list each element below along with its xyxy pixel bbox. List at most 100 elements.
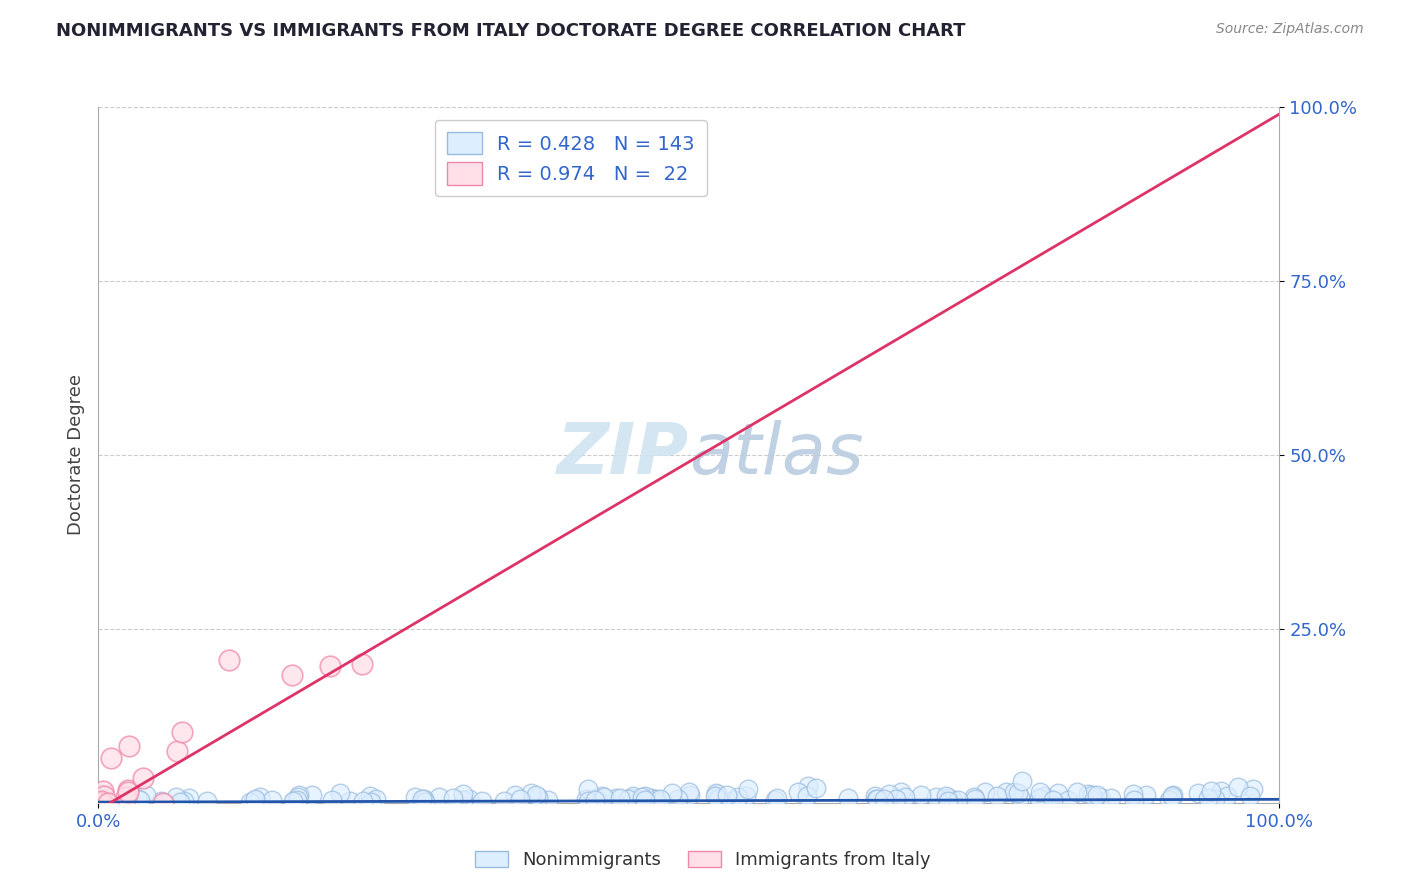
Point: [1032, 789, 1054, 804]
Point: [127, 792, 149, 806]
Point: [837, 791, 859, 805]
Point: [723, 793, 745, 807]
Point: [706, 791, 728, 805]
Point: [866, 792, 889, 806]
Point: [763, 793, 786, 807]
Point: [1057, 793, 1080, 807]
Point: [592, 790, 614, 805]
Point: [524, 788, 547, 802]
Point: [281, 794, 304, 808]
Point: [318, 659, 340, 673]
Point: [339, 794, 361, 808]
Point: [609, 791, 631, 805]
Point: [173, 794, 195, 808]
Point: [995, 785, 1018, 799]
Point: [737, 782, 759, 797]
Point: [494, 794, 516, 808]
Point: [986, 789, 1008, 803]
Point: [806, 781, 828, 796]
Point: [366, 791, 388, 805]
Point: [865, 792, 887, 806]
Point: [766, 791, 789, 805]
Point: [170, 724, 193, 739]
Point: [645, 792, 668, 806]
Point: [890, 785, 912, 799]
Point: [537, 793, 560, 807]
Point: [787, 785, 810, 799]
Point: [413, 795, 436, 809]
Point: [942, 793, 965, 807]
Point: [796, 789, 818, 804]
Point: [329, 786, 352, 800]
Point: [963, 789, 986, 804]
Point: [1042, 793, 1064, 807]
Point: [1197, 791, 1219, 805]
Point: [90, 796, 112, 810]
Point: [169, 796, 191, 810]
Point: [287, 789, 309, 804]
Point: [441, 791, 464, 805]
Point: [287, 789, 309, 803]
Point: [352, 793, 374, 807]
Point: [90, 794, 112, 808]
Point: [96, 796, 118, 810]
Point: [96, 794, 118, 808]
Point: [451, 793, 474, 807]
Point: [863, 789, 886, 803]
Point: [509, 791, 531, 805]
Point: [661, 785, 683, 799]
Point: [704, 786, 727, 800]
Point: [679, 789, 702, 803]
Point: [605, 791, 627, 805]
Point: [132, 771, 155, 785]
Point: [451, 788, 474, 802]
Legend: R = 0.428   N = 143, R = 0.974   N =  22: R = 0.428 N = 143, R = 0.974 N = 22: [434, 120, 707, 196]
Point: [578, 781, 600, 796]
Legend: Nonimmigrants, Immigrants from Italy: Nonimmigrants, Immigrants from Italy: [467, 842, 939, 879]
Point: [1135, 789, 1157, 803]
Point: [89, 787, 111, 801]
Point: [321, 793, 343, 807]
Point: [586, 791, 609, 805]
Point: [796, 779, 818, 793]
Point: [1122, 793, 1144, 807]
Point: [1227, 780, 1250, 795]
Point: [87, 796, 110, 810]
Point: [117, 794, 139, 808]
Point: [1161, 789, 1184, 804]
Point: [1209, 784, 1232, 798]
Point: [651, 794, 673, 808]
Point: [281, 668, 304, 682]
Point: [197, 794, 219, 808]
Point: [1239, 789, 1261, 804]
Point: [153, 796, 176, 810]
Point: [117, 783, 139, 797]
Point: [527, 790, 550, 805]
Point: [934, 789, 956, 804]
Point: [93, 784, 115, 798]
Point: [727, 789, 749, 804]
Point: [650, 792, 672, 806]
Point: [948, 793, 970, 807]
Point: [152, 796, 174, 810]
Point: [1187, 786, 1209, 800]
Point: [591, 789, 613, 804]
Point: [1243, 782, 1265, 797]
Point: [735, 789, 758, 804]
Point: [1077, 787, 1099, 801]
Text: Source: ZipAtlas.com: Source: ZipAtlas.com: [1216, 22, 1364, 37]
Point: [245, 793, 267, 807]
Point: [129, 793, 152, 807]
Point: [218, 653, 240, 667]
Point: [93, 789, 115, 803]
Point: [283, 794, 305, 808]
Point: [285, 792, 308, 806]
Point: [877, 787, 900, 801]
Point: [634, 789, 657, 803]
Point: [352, 657, 374, 671]
Point: [925, 790, 948, 805]
Point: [1008, 790, 1031, 805]
Point: [135, 788, 157, 802]
Point: [177, 790, 200, 805]
Point: [621, 791, 644, 805]
